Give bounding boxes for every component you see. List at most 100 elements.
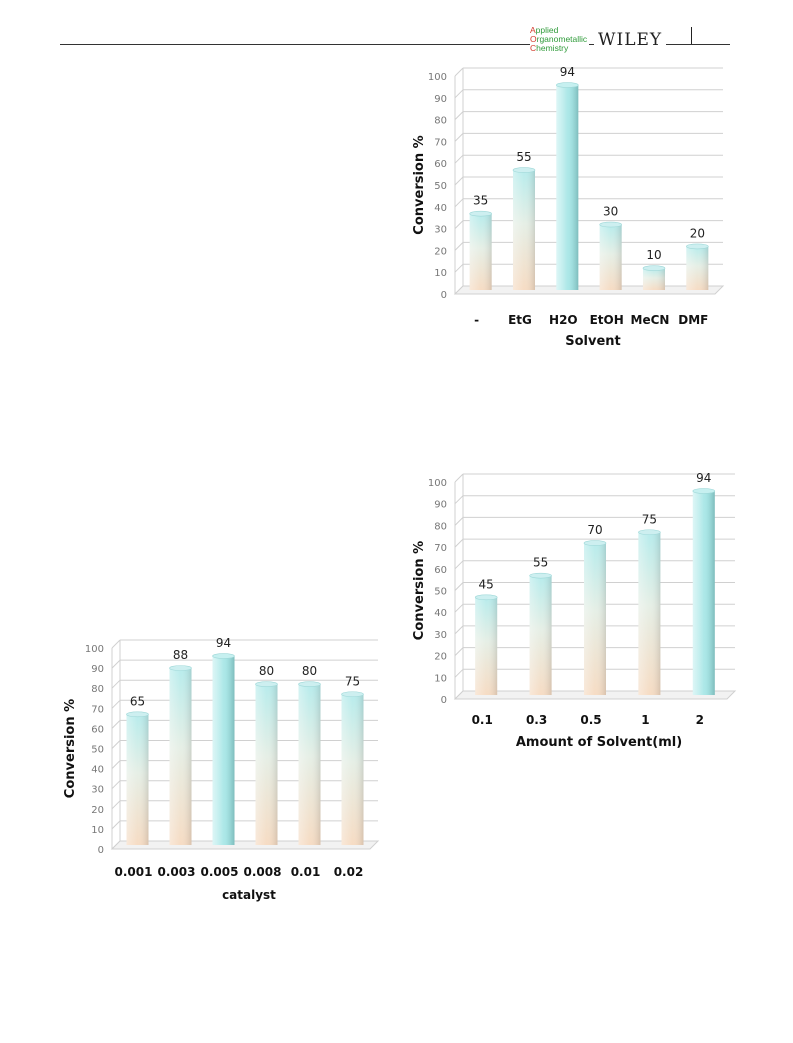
bar (599, 221, 622, 290)
bars (126, 653, 364, 845)
y-tick-label: 40 (91, 765, 104, 776)
x-axis-title: catalyst (222, 888, 276, 902)
data-label: 30 (603, 205, 618, 219)
data-label: 35 (473, 194, 488, 208)
x-tick-label: 0.001 (115, 865, 153, 879)
y-tick-label: 80 (91, 684, 104, 695)
grid (111, 639, 378, 850)
data-label: 88 (173, 648, 188, 662)
data-label: 55 (516, 150, 531, 164)
x-tick-label: DMF (678, 313, 708, 327)
y-tick-label: 70 (434, 137, 447, 148)
data-label: 70 (587, 523, 602, 537)
y-tick-label: 100 (85, 644, 104, 655)
y-axis-title: Conversion % (412, 541, 427, 640)
bar (298, 681, 321, 845)
bar (212, 653, 235, 845)
bar (126, 711, 149, 845)
x-tick-label: 0.008 (244, 865, 282, 879)
chart-solvent-amount: 0 10 20 30 40 50 60 70 80 90 100 45 0.1 55 0.3 70 0.5 75 1… (412, 471, 737, 750)
y-axis-title: Conversion % (412, 135, 427, 234)
data-label: 45 (479, 577, 494, 591)
y-tick-label: 20 (434, 652, 447, 663)
chart-solvent: 0 10 20 30 40 50 60 70 80 90 100 35 - 55 EtG 94 H2O 30 EtO… (412, 65, 725, 349)
data-label: 55 (533, 556, 548, 570)
data-label: 75 (345, 674, 360, 688)
header-divider (691, 27, 692, 44)
bar (638, 529, 661, 695)
y-tick-label: 90 (434, 500, 447, 511)
y-tick-label: 0 (98, 845, 104, 856)
bar (469, 210, 492, 290)
y-tick-label: 100 (428, 72, 447, 83)
journal-logo: Applied Organometallic Chemistry (530, 25, 590, 53)
bar (583, 540, 607, 695)
journal-line-1: Applied (530, 25, 559, 35)
bar (642, 265, 666, 290)
bar (255, 681, 278, 845)
x-tick-label: 2 (696, 713, 704, 727)
x-tick-label: 0.5 (580, 713, 601, 727)
y-tick-label: 20 (91, 805, 104, 816)
x-tick-label: MeCN (631, 313, 670, 327)
y-tick-label: 30 (91, 785, 104, 796)
bar (512, 167, 536, 290)
header-rule (60, 44, 730, 45)
y-tick-label: 60 (434, 565, 447, 576)
grid (454, 67, 723, 295)
bars (469, 82, 709, 290)
x-tick-label: 1 (641, 713, 649, 727)
x-tick-label: 0.005 (201, 865, 239, 879)
journal-line-3-rest: hemistry (536, 43, 569, 53)
y-tick-label: 50 (434, 587, 447, 598)
y-tick-label: 20 (434, 246, 447, 257)
y-axis-title: Conversion % (63, 699, 78, 798)
journal-line-2-rest: rganometallic (536, 34, 588, 44)
y-tick-label: 60 (434, 159, 447, 170)
x-tick-label: EtG (508, 313, 532, 327)
journal-line-1-rest: pplied (535, 25, 559, 35)
data-label: 20 (690, 226, 705, 240)
x-tick-label: 0.003 (158, 865, 196, 879)
bars (474, 488, 716, 695)
journal-line-3: Chemistry (530, 43, 569, 53)
y-tick-label: 70 (91, 704, 104, 715)
y-tick-label: 0 (441, 290, 447, 301)
y-tick-label: 10 (91, 825, 104, 836)
data-label: 80 (259, 664, 274, 678)
x-axis-title: Solvent (565, 334, 621, 349)
y-tick-label: 80 (434, 521, 447, 532)
bar (692, 488, 716, 695)
y-tick-label: 60 (91, 724, 104, 735)
publisher-logo: WILEY (594, 30, 667, 50)
y-tick-label: 70 (434, 543, 447, 554)
data-label: 80 (302, 664, 317, 678)
bar (169, 665, 192, 845)
data-label: 94 (696, 471, 711, 485)
bar (341, 691, 364, 845)
x-tick-label: 0.1 (472, 713, 493, 727)
bar (556, 82, 579, 290)
chart-floor (110, 840, 380, 850)
chart-floor (453, 285, 725, 295)
y-tick-label: 10 (434, 268, 447, 279)
journal-line-2: Organometallic (530, 34, 588, 44)
x-tick-label: - (474, 313, 479, 327)
y-tick-label: 30 (434, 225, 447, 236)
x-tick-label: H2O (549, 313, 578, 327)
x-axis-title: Amount of Solvent(ml) (516, 735, 682, 750)
chart-catalyst: 0 10 20 30 40 50 60 70 80 90 100 65 0.001 88 0.003 94 0.… (63, 636, 380, 902)
y-tick-label: 10 (434, 673, 447, 684)
y-tick-label: 50 (434, 181, 447, 192)
x-tick-label: 0.02 (334, 865, 364, 879)
data-label: 10 (646, 248, 661, 262)
data-label: 94 (560, 65, 575, 79)
y-tick-label: 40 (434, 608, 447, 619)
data-label: 75 (642, 512, 657, 526)
y-tick-label: 50 (91, 745, 104, 756)
data-label: 65 (130, 694, 145, 708)
y-tick-label: 90 (434, 94, 447, 105)
y-tick-label: 90 (91, 664, 104, 675)
x-tick-label: 0.01 (291, 865, 321, 879)
x-tick-label: 0.3 (526, 713, 547, 727)
